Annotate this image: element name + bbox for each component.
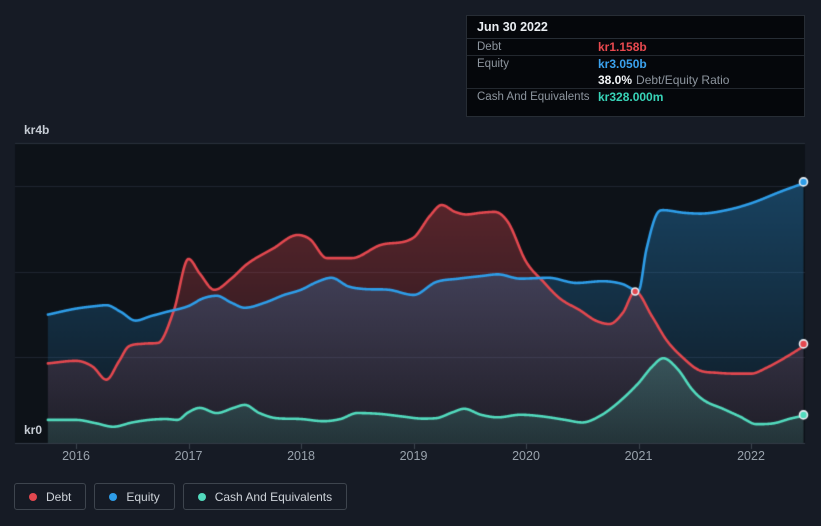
x-axis-label-2022: 2022 [737,449,765,463]
tooltip-cash-label: Cash And Equivalents [477,91,590,103]
x-axis-label-2019: 2019 [399,449,428,463]
tooltip-equity-label: Equity [477,58,509,70]
tooltip-equity-value: kr3.050b [598,57,647,71]
legend-equity-label: Equity [126,489,160,504]
legend-debt-label: Debt [46,489,72,504]
legend-item-cash[interactable]: Cash And Equivalents [182,483,348,510]
tooltip-row-ratio: 38.0% Debt/Equity Ratio [467,72,804,89]
cash-dot-icon [197,492,206,501]
tooltip-row-equity: Equity kr3.050b [467,56,804,72]
tooltip-ratio-label: Debt/Equity Ratio [636,73,730,87]
tooltip-cash-value: kr328.000m [598,90,664,104]
tooltip-debt-value: kr1.158b [598,40,647,54]
x-axis-label-2017: 2017 [174,449,203,463]
debt-dot-icon [29,492,37,501]
y-axis-bottom-label: kr0 [24,423,43,437]
legend-item-equity[interactable]: Equity [94,483,175,510]
tooltip-row-debt: Debt kr1.158b [467,39,804,56]
tooltip-debt-label: Debt [477,41,502,53]
legend-item-debt[interactable]: Debt [14,483,87,510]
tooltip-ratio-value: 38.0% Debt/Equity Ratio [598,72,729,88]
x-axis-label-2020: 2020 [512,449,540,463]
tooltip-ratio-percent: 38.0% [598,73,633,87]
chart-legend: Debt Equity Cash And Equivalents [14,483,348,510]
chart-tooltip: Jun 30 2022 Debt kr1.158b Equity kr3.050… [466,15,805,117]
x-axis-label-2016: 2016 [62,449,90,463]
x-axis-label-2021: 2021 [624,449,653,463]
y-axis-top-label: kr4b [24,123,50,137]
tooltip-date: Jun 30 2022 [467,16,804,39]
legend-cash-label: Cash And Equivalents [214,489,333,504]
x-axis-label-2018: 2018 [287,449,315,463]
equity-dot-icon [109,492,118,501]
tooltip-row-cash: Cash And Equivalents kr328.000m [467,89,804,105]
